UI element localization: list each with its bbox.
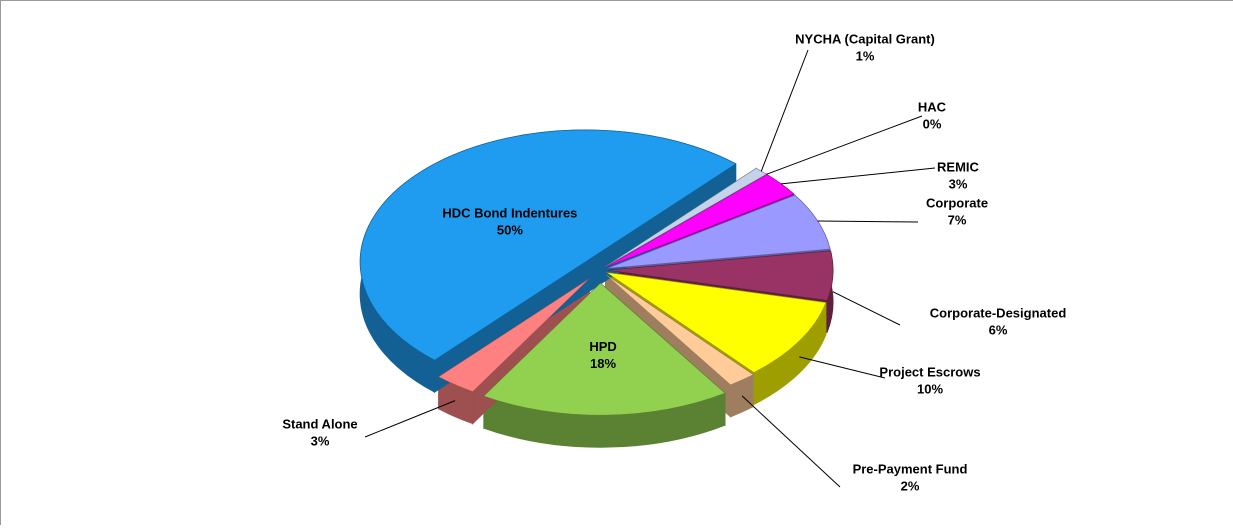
slice-value-label: 50% (497, 223, 523, 238)
slice-label: Corporate-Designated (930, 305, 1067, 320)
slice-label: HAC (918, 99, 947, 114)
slice-value-label: 2% (901, 478, 920, 493)
slice-value-label: 6% (989, 322, 1008, 337)
slice-label: Corporate (926, 195, 988, 210)
slice-value-label: 3% (311, 433, 330, 448)
leader-line (766, 116, 922, 174)
leader-line (799, 357, 885, 378)
leader-line (781, 168, 935, 184)
slice-value-label: 7% (948, 212, 967, 227)
slice-label: NYCHA (Capital Grant) (795, 31, 935, 46)
leader-line (761, 50, 808, 171)
slice-label: HDC Bond Indentures (442, 206, 577, 221)
slice-value-label: 0% (923, 116, 942, 131)
slice-label: HPD (589, 339, 616, 354)
leader-line (742, 396, 840, 487)
slice-label: Stand Alone (282, 416, 357, 431)
leader-line (818, 221, 918, 222)
slice-value-label: 1% (856, 48, 875, 63)
leader-line (365, 401, 455, 437)
slice-label: REMIC (937, 159, 980, 174)
leader-line (833, 292, 900, 325)
slice-label: Project Escrows (879, 364, 980, 379)
slice-value-label: 3% (949, 176, 968, 191)
slice-value-label: 10% (917, 381, 943, 396)
slice-label: Pre-Payment Fund (853, 461, 968, 476)
slice-value-label: 18% (590, 356, 616, 371)
